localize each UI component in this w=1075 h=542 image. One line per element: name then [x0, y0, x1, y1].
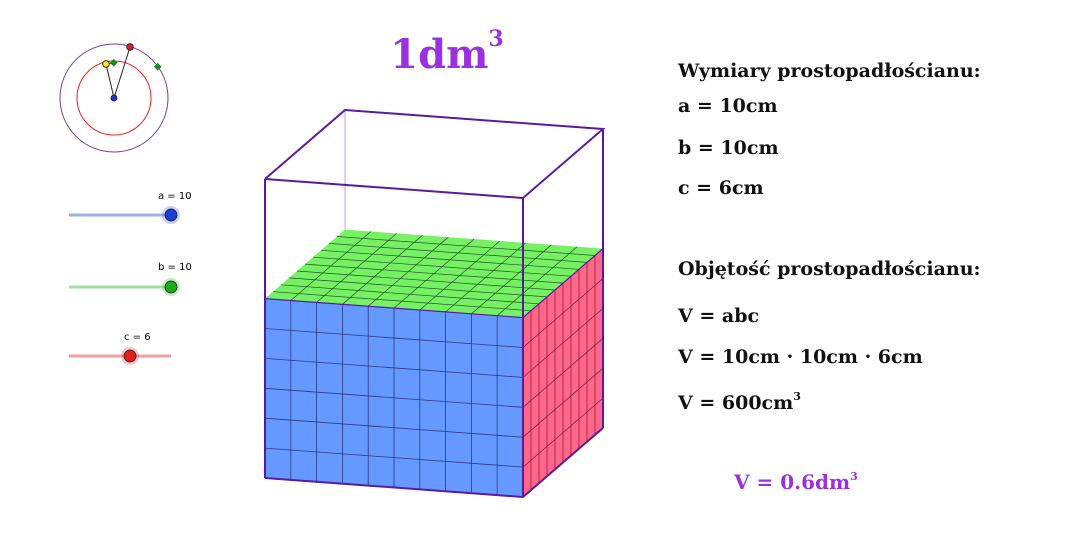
front-grid-h — [264, 328, 524, 348]
tilt-diamond[interactable] — [109, 58, 118, 67]
top-grid-b — [296, 270, 556, 291]
page-title: 1dm3 — [390, 26, 504, 78]
outer-orbit — [59, 43, 169, 153]
tilt-handle[interactable] — [102, 60, 110, 68]
top-grid-b — [280, 284, 540, 305]
front-grid-h — [264, 447, 524, 468]
volume-result: V = 600cm3 — [678, 390, 801, 414]
slider-c-label: c = 6 — [124, 332, 151, 343]
dimension-c: c = 6cm — [678, 177, 764, 199]
side-grid-h — [522, 367, 604, 438]
slider-b-label: b = 10 — [158, 262, 192, 273]
side-grid-h — [522, 278, 604, 348]
top-grid-b — [328, 243, 588, 263]
side-grid-h — [522, 338, 604, 408]
front-grid-h — [264, 387, 524, 408]
dimensions-heading: Wymiary prostopadłościanu: — [678, 60, 981, 82]
slider-a[interactable] — [69, 206, 180, 224]
slider-a-label: a = 10 — [158, 191, 192, 202]
front-grid-h — [264, 358, 524, 378]
slider-a-knob[interactable] — [164, 208, 178, 222]
side-grid-h — [522, 308, 604, 378]
top-grid-b — [304, 263, 564, 284]
orbit-diamond[interactable] — [153, 62, 162, 71]
slider-b[interactable] — [69, 278, 180, 296]
fill-top-outline — [264, 248, 604, 319]
volume-substitution: V = 10cm · 10cm · 6cm — [678, 346, 923, 368]
dimension-b: b = 10cm — [678, 137, 779, 159]
slider-c[interactable] — [69, 347, 171, 365]
slider-b-knob[interactable] — [164, 280, 178, 294]
tilt-arm — [105, 63, 115, 99]
top-grid-b — [312, 256, 572, 277]
side-grid-h — [522, 397, 604, 468]
volume-heading: Objętość prostopadłościanu: — [678, 258, 981, 280]
slider-c-knob[interactable] — [123, 349, 137, 363]
top-grid-b — [288, 277, 548, 298]
volume-formula: V = abc — [678, 305, 760, 327]
top-grid-b — [272, 291, 532, 312]
top-grid-b — [320, 249, 580, 270]
volume-final: V = 0.6dm3 — [734, 470, 858, 494]
rotation-handle[interactable] — [126, 43, 134, 51]
front-grid-h — [264, 417, 524, 438]
rotation-control[interactable] — [59, 43, 169, 153]
dimension-a: a = 10cm — [678, 95, 778, 117]
rotation-arm — [113, 46, 131, 99]
box-top-outline — [264, 108, 606, 200]
cuboid-3d[interactable] — [264, 108, 606, 499]
box-bottom-outline — [264, 427, 604, 499]
center-point — [110, 94, 118, 102]
top-grid-b — [336, 236, 596, 256]
